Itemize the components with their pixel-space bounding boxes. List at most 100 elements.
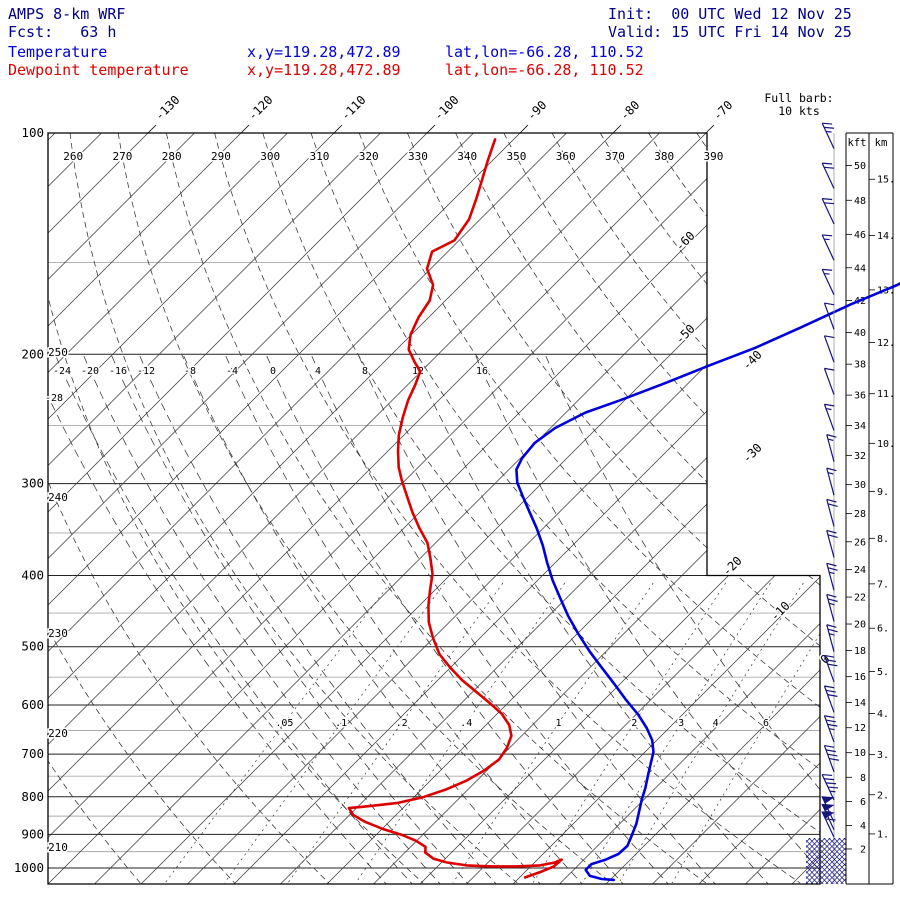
- svg-text:48: 48: [854, 196, 866, 207]
- svg-text:6.: 6.: [877, 624, 889, 635]
- svg-text:260: 260: [63, 150, 83, 163]
- svg-text:7.: 7.: [877, 579, 889, 590]
- svg-text:1.: 1.: [877, 829, 889, 840]
- isotherm-top-labels: -130 -120 -110 -100 -90 -80 -70: [147, 93, 735, 134]
- svg-text:-16: -16: [109, 366, 127, 377]
- svg-text:280: 280: [162, 150, 182, 163]
- svg-text:12.: 12.: [877, 338, 895, 349]
- svg-text:8.: 8.: [877, 534, 889, 545]
- svg-text:-130: -130: [152, 93, 182, 123]
- dewpoint-legend-label: Dewpoint temperature: [8, 61, 189, 79]
- isobar-major-lines: [48, 132, 820, 869]
- barb-scale-note-line1: Full barb:: [764, 91, 834, 105]
- svg-text:-50: -50: [673, 322, 698, 347]
- svg-text:4: 4: [713, 718, 719, 729]
- svg-text:14.: 14.: [877, 231, 895, 242]
- temperature-curve: [515, 282, 900, 882]
- wind-barbs: [821, 122, 840, 838]
- svg-text:4.: 4.: [877, 709, 889, 720]
- svg-text:8: 8: [362, 366, 368, 377]
- svg-text:6: 6: [763, 718, 769, 729]
- svg-text:-10: -10: [768, 599, 793, 624]
- model-title: AMPS 8-km WRF: [8, 5, 126, 23]
- svg-text:-28: -28: [45, 393, 63, 404]
- svg-text:-20: -20: [81, 366, 99, 377]
- svg-text:230: 230: [48, 627, 68, 640]
- svg-text:.2: .2: [396, 718, 408, 729]
- svg-text:-70: -70: [710, 98, 735, 123]
- svg-text:-8: -8: [184, 366, 196, 377]
- svg-text:26: 26: [854, 537, 866, 548]
- svg-text:.4: .4: [460, 718, 472, 729]
- svg-text:-100: -100: [431, 93, 461, 123]
- svg-text:36: 36: [854, 391, 866, 402]
- isotherm-right-labels: -60-50-40-30-20-100: [671, 227, 834, 668]
- svg-text:5.: 5.: [877, 667, 889, 678]
- svg-text:380: 380: [654, 150, 674, 163]
- svg-text:1000: 1000: [14, 860, 44, 875]
- svg-text:2.: 2.: [877, 790, 889, 801]
- svg-text:.1: .1: [335, 718, 347, 729]
- svg-text:22: 22: [854, 593, 866, 604]
- init-time: Init: 00 UTC Wed 12 Nov 25: [608, 5, 852, 23]
- svg-text:1: 1: [556, 718, 562, 729]
- isobar-minor-lines: [48, 261, 820, 853]
- svg-text:100: 100: [21, 125, 44, 140]
- forecast-hour: Fcst: 63 h: [8, 23, 117, 41]
- svg-text:-110: -110: [338, 93, 368, 123]
- svg-text:4: 4: [860, 821, 866, 832]
- temperature-legend-label: Temperature: [8, 43, 108, 61]
- pressure-axis-labels: 100 200 300 400 500 600 700 800 900 1000: [14, 125, 44, 875]
- svg-text:360: 360: [556, 150, 576, 163]
- svg-text:40: 40: [854, 328, 866, 339]
- svg-text:500: 500: [21, 639, 44, 654]
- svg-text:38: 38: [854, 360, 866, 371]
- svg-text:28: 28: [854, 509, 866, 520]
- svg-text:30: 30: [854, 480, 866, 491]
- svg-text:340: 340: [457, 150, 477, 163]
- svg-text:240: 240: [48, 491, 68, 504]
- svg-text:14: 14: [854, 698, 866, 709]
- svg-text:330: 330: [408, 150, 428, 163]
- svg-text:12: 12: [854, 723, 866, 734]
- height-scale: kft km50484644424038363432302826242220181…: [845, 132, 895, 885]
- svg-text:600: 600: [21, 697, 44, 712]
- svg-text:220: 220: [48, 727, 68, 740]
- isotherm-lines: [48, 133, 820, 884]
- svg-text:350: 350: [507, 150, 527, 163]
- svg-text:-120: -120: [245, 93, 275, 123]
- theta-labels: 260 270 280 290 300 310 320 330 340 350 360 370 380 3…: [47, 149, 725, 856]
- svg-text:24: 24: [854, 565, 866, 576]
- svg-text:210: 210: [48, 841, 68, 854]
- mixing-ratio-labels: .05 .1 .2 .4 1 2 3 4 6: [274, 717, 771, 731]
- svg-text:km: km: [875, 137, 888, 149]
- svg-text:32: 32: [854, 451, 866, 462]
- svg-text:300: 300: [260, 150, 280, 163]
- valid-time: Valid: 15 UTC Fri 14 Nov 25: [608, 23, 852, 41]
- barb-scale-note-line2: 10 kts: [778, 104, 820, 118]
- svg-text:50: 50: [854, 161, 866, 172]
- dry-adiabat-lines: [48, 133, 820, 884]
- svg-text:15.: 15.: [877, 175, 895, 186]
- svg-text:10: 10: [854, 748, 866, 759]
- svg-text:3.: 3.: [877, 750, 889, 761]
- temperature-latlon: lat,lon=-66.28, 110.52: [445, 43, 644, 61]
- svg-text:46: 46: [854, 230, 866, 241]
- svg-text:-4: -4: [226, 366, 238, 377]
- svg-text:kft: kft: [848, 137, 867, 149]
- svg-text:-80: -80: [617, 98, 642, 123]
- svg-text:9.: 9.: [877, 487, 889, 498]
- svg-text:2: 2: [860, 844, 866, 855]
- svg-text:-24: -24: [53, 366, 71, 377]
- svg-text:10.: 10.: [877, 439, 895, 450]
- svg-text:270: 270: [113, 150, 133, 163]
- svg-text:.05: .05: [275, 718, 293, 729]
- svg-text:8: 8: [860, 773, 866, 784]
- svg-text:6: 6: [860, 797, 866, 808]
- svg-text:3: 3: [678, 718, 684, 729]
- dewpoint-latlon: lat,lon=-66.28, 110.52: [445, 61, 644, 79]
- moist-adiabat-labels: -24 -20 -16 -12 -8 -4 0 4 8 12 16 -28: [43, 365, 489, 406]
- svg-text:800: 800: [21, 789, 44, 804]
- svg-text:200: 200: [21, 346, 44, 361]
